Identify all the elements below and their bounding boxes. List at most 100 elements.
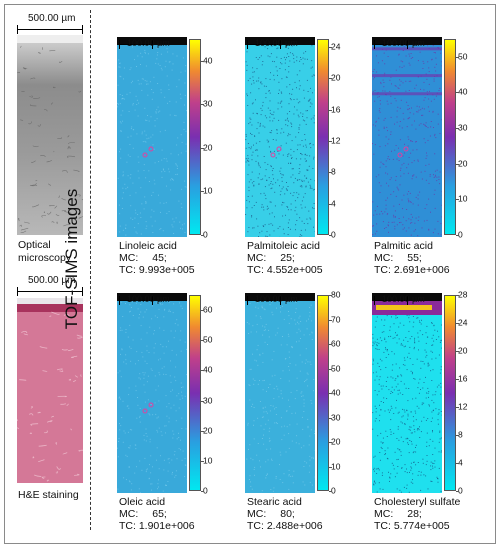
- colorbar: [317, 295, 329, 491]
- colorbar-tick: [456, 407, 459, 408]
- mc-label: MC:: [374, 252, 394, 264]
- panel-scale-label: 100.00 µm: [382, 294, 425, 304]
- colorbar-tick-label: 28: [458, 289, 468, 300]
- colorbar-tick: [456, 92, 459, 94]
- panel-scale-label: 100.00 µm: [382, 38, 425, 48]
- colorbar-tick-label: 0: [331, 229, 336, 240]
- colorbar-tick-label: 0: [203, 485, 208, 496]
- total-count: TC: 9.993e+005: [119, 264, 195, 276]
- colorbar-tick-label: 20: [458, 345, 468, 356]
- max-count: MC: 55;: [374, 252, 422, 264]
- colorbar-tick-label: 0: [458, 485, 463, 496]
- colorbar-tick: [201, 340, 204, 342]
- colorbar-tick-label: 30: [203, 395, 213, 406]
- mc-label: MC:: [119, 508, 139, 520]
- total-count: TC: 1.901e+006: [119, 520, 195, 532]
- colorbar-tick-label: 50: [458, 51, 468, 62]
- colorbar-tick-label: 24: [458, 317, 468, 328]
- panel-scalebar: [247, 39, 281, 49]
- colorbar-tick: [329, 172, 332, 174]
- tof-sims-panel: 100.00 µm Stearic acid MC: 80; TC: 2.488e…: [245, 290, 363, 533]
- colorbar-tick-label: 60: [331, 338, 341, 349]
- colorbar-tick: [456, 463, 459, 464]
- colorbar-tick-label: 50: [203, 334, 213, 345]
- tof-sims-panel: 100.00 µm Cholesteryl sulfate MC: 28; TC:…: [372, 289, 490, 533]
- colorbar-tick: [456, 199, 459, 201]
- he-scale-label: 500.00 µm: [28, 275, 76, 286]
- colorbar-tick-label: 8: [331, 166, 336, 177]
- figure-frame: [4, 4, 496, 544]
- mc-value: 80;: [280, 508, 295, 520]
- colorbar-tick: [329, 466, 332, 468]
- compound-name: Palmitic acid: [374, 240, 433, 252]
- colorbar-tick: [201, 147, 204, 149]
- colorbar-tick-label: 0: [331, 485, 336, 496]
- colorbar-tick: [201, 60, 204, 62]
- ion-image: [117, 37, 187, 237]
- panel-scale-label: 100.00 µm: [127, 294, 170, 304]
- colorbar-tick: [456, 435, 459, 436]
- colorbar-tick-label: 0: [203, 229, 208, 240]
- colorbar-tick-label: 12: [458, 401, 468, 412]
- panel-scalebar: [119, 39, 153, 49]
- panel-scalebar: [374, 295, 408, 305]
- compound-name: Linoleic acid: [119, 240, 177, 252]
- colorbar-tick: [201, 430, 204, 432]
- mc-value: 45;: [152, 252, 167, 264]
- colorbar: [444, 295, 456, 491]
- colorbar-tick-label: 30: [203, 98, 213, 109]
- colorbar-tick: [201, 104, 204, 106]
- colorbar-tick: [456, 235, 459, 236]
- compound-name: Cholesteryl sulfate: [374, 496, 461, 508]
- colorbar-tick: [456, 491, 459, 492]
- colorbar-tick: [201, 191, 204, 193]
- colorbar-tick: [456, 323, 459, 324]
- he-scalebar: [17, 286, 83, 296]
- colorbar-tick-label: 16: [458, 373, 468, 384]
- colorbar-tick: [329, 140, 332, 142]
- panel-scale-label: 100.00 µm: [255, 38, 298, 48]
- max-count: MC: 28;: [374, 508, 422, 520]
- colorbar-tick: [329, 344, 332, 345]
- max-count: MC: 25;: [247, 252, 295, 264]
- colorbar-tick: [201, 310, 204, 312]
- mc-value: 28;: [407, 508, 422, 520]
- colorbar-tick: [329, 319, 332, 321]
- ion-image: [245, 37, 315, 237]
- colorbar-tick: [456, 351, 459, 352]
- he-caption: H&E staining: [18, 489, 79, 501]
- colorbar-tick-label: 40: [203, 55, 213, 66]
- total-count: TC: 4.552e+005: [247, 264, 323, 276]
- colorbar-tick: [329, 368, 332, 370]
- colorbar-tick: [329, 235, 332, 236]
- colorbar-tick-label: 50: [331, 363, 341, 373]
- colorbar-tick: [456, 56, 459, 58]
- ion-image: [372, 293, 442, 493]
- colorbar: [189, 295, 201, 491]
- colorbar-tick-label: 10: [203, 455, 213, 466]
- colorbar-tick-label: 16: [331, 104, 341, 115]
- colorbar-tick-label: 20: [203, 425, 213, 436]
- colorbar-tick: [329, 109, 332, 111]
- compound-name: Oleic acid: [119, 496, 166, 508]
- max-count: MC: 65;: [119, 508, 167, 520]
- colorbar-tick: [201, 370, 204, 372]
- colorbar-tick-label: 40: [203, 364, 213, 375]
- total-count: TC: 2.488e+006: [247, 520, 323, 532]
- panel-scalebar: [247, 295, 281, 305]
- colorbar-tick: [201, 460, 204, 462]
- colorbar-tick-label: 10: [331, 461, 341, 471]
- colorbar-tick-label: 4: [331, 198, 336, 209]
- optical-caption-line1: Optical: [18, 239, 51, 251]
- ion-image: [372, 37, 442, 237]
- colorbar-tick-label: 20: [203, 142, 213, 153]
- max-count: MC: 80;: [247, 508, 295, 520]
- max-count: MC: 45;: [119, 252, 167, 264]
- tof-sims-panel: 100.00 µm Linoleic acid MC: 45; TC: 9.993…: [117, 37, 235, 277]
- colorbar-tick: [329, 203, 332, 205]
- colorbar-tick-label: 40: [458, 86, 468, 97]
- colorbar-tick: [329, 393, 332, 394]
- mc-value: 25;: [280, 252, 295, 264]
- optical-microscopy-image: [12, 35, 88, 235]
- optical-caption-line2: microscopy: [18, 252, 72, 264]
